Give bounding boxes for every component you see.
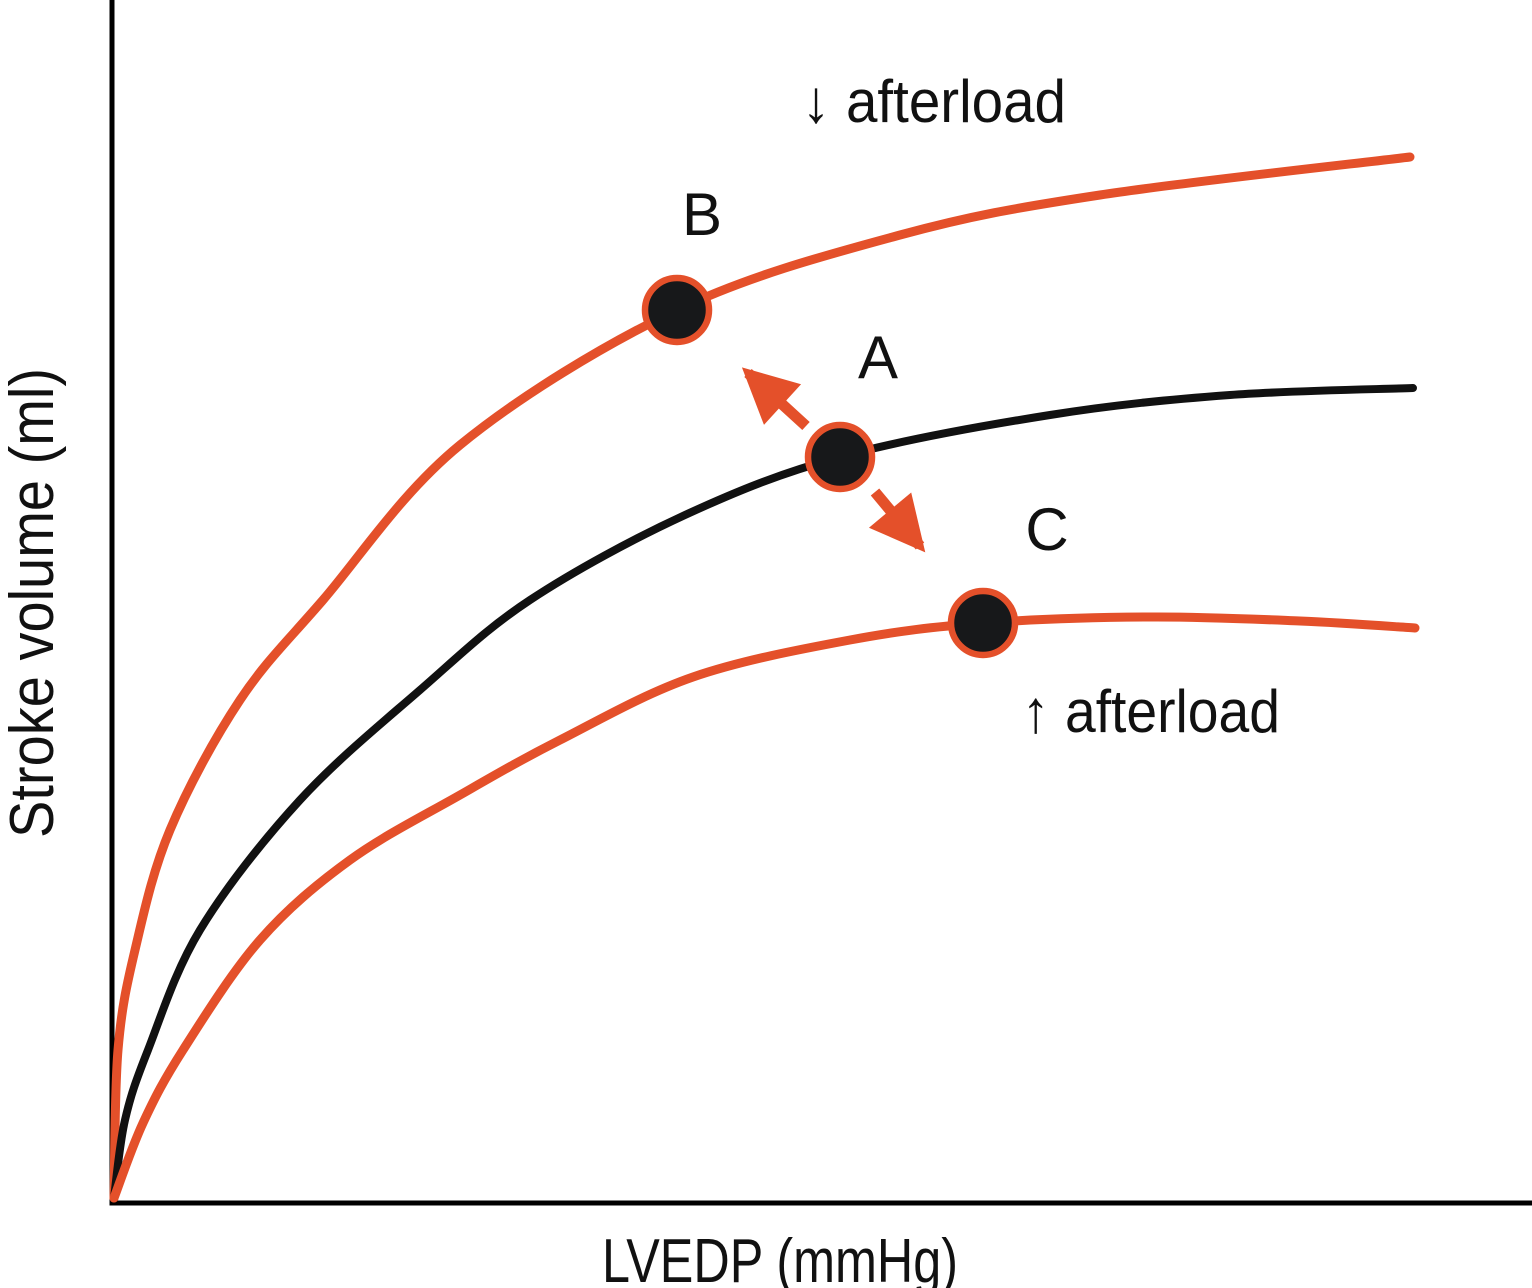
axes-lines bbox=[109, 0, 1532, 1206]
points-group bbox=[641, 274, 1019, 659]
curves-group bbox=[109, 152, 1420, 1203]
arrows-group bbox=[741, 367, 926, 553]
decreased-afterload-curve bbox=[109, 152, 1415, 1203]
point-label-B: B bbox=[682, 181, 722, 248]
increased-afterload-annotation: ↑ afterload bbox=[1022, 678, 1280, 745]
data-point-A bbox=[804, 421, 876, 493]
increased-afterload-curve bbox=[109, 612, 1420, 1203]
arrow-A-to-C bbox=[868, 488, 926, 553]
decreased-afterload-annotation: ↓ afterload bbox=[802, 68, 1066, 135]
point-label-C: C bbox=[1025, 496, 1068, 563]
data-point-C bbox=[947, 587, 1019, 659]
normal-afterload-curve bbox=[110, 384, 1417, 1202]
data-point-B bbox=[641, 274, 713, 346]
point-label-A: A bbox=[858, 324, 898, 391]
x-axis-label: LVEDP (mmHg) bbox=[602, 1227, 958, 1288]
arrow-A-to-B bbox=[741, 367, 810, 431]
y-axis-label: Stroke volume (ml) bbox=[0, 368, 67, 838]
